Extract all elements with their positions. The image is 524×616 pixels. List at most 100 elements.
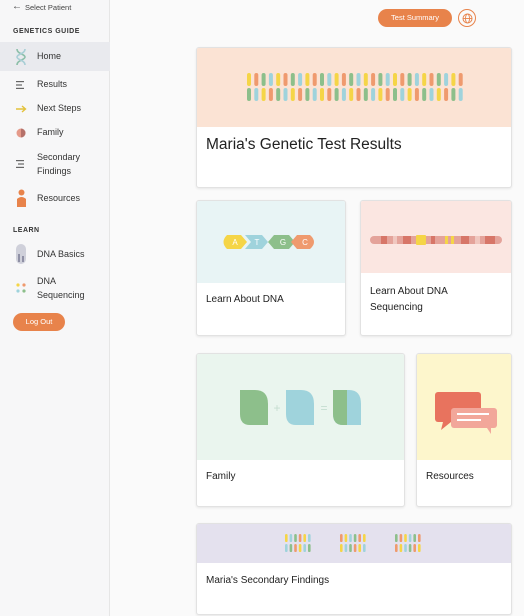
finding-bar (408, 544, 412, 552)
dna-bar (407, 73, 412, 86)
svg-text:=: = (320, 401, 327, 415)
dna-bar (247, 88, 251, 101)
finding-bar (349, 534, 352, 542)
learn-about-dna-sequencing-card[interactable]: Learn About DNA Sequencing (360, 200, 512, 336)
dna-bar (385, 88, 390, 101)
base-label-c: C (302, 238, 308, 247)
dna-bar (305, 73, 310, 86)
chromosome-icon (9, 244, 33, 264)
dna-bar (283, 88, 288, 101)
dna-bar (320, 73, 324, 86)
finding-bar (353, 544, 357, 552)
finding-bar (395, 534, 398, 542)
dna-bar (268, 88, 273, 101)
sidebar-item-family[interactable]: Family (0, 124, 110, 141)
finding-bar (363, 534, 366, 542)
base-label-t: T (255, 238, 260, 247)
dna-bar (436, 88, 441, 101)
dna-bar (429, 73, 434, 86)
dna-bar (458, 88, 463, 101)
dna-bar (458, 73, 463, 86)
finding-bar (298, 544, 302, 552)
sidebar-item-label: DNA Sequencing (37, 275, 85, 300)
sidebar-item-secondary-findings[interactable]: Secondary Findings (0, 150, 110, 178)
dna-bar (276, 88, 281, 101)
dna-bar (276, 73, 281, 86)
dna-bar (400, 73, 405, 86)
card-title: Resources (426, 471, 474, 482)
dna-bar (247, 73, 251, 86)
finding-bar (408, 534, 412, 542)
finding-bar (344, 534, 348, 542)
dna-bar (451, 88, 456, 101)
family-equation-illustration: + = (197, 354, 404, 460)
test-summary-button[interactable]: Test Summary (378, 9, 452, 27)
card-title: Family (206, 471, 236, 482)
resources-card[interactable]: Resources (416, 353, 512, 507)
list-icon (9, 80, 33, 89)
finding-bar (399, 534, 403, 542)
finding-bar (340, 534, 343, 542)
dna-bar (327, 73, 332, 86)
logout-button[interactable]: Log Out (13, 313, 65, 331)
dna-bars-illustration (197, 48, 511, 127)
finding-bar (418, 544, 421, 552)
finding-bar (289, 544, 293, 552)
family-card[interactable]: + = Family (196, 353, 405, 507)
dna-bar (400, 88, 405, 101)
sidebar-item-dna-basics[interactable]: DNA Basics (0, 243, 110, 265)
dna-bar (436, 73, 441, 86)
dna-bar (290, 73, 295, 86)
chromosome-strip-illustration (361, 201, 511, 273)
sidebar-item-home[interactable]: Home (0, 42, 110, 71)
dots-icon (9, 283, 33, 293)
sidebar-item-results[interactable]: Results (0, 76, 110, 93)
dna-bar (349, 73, 354, 86)
dna-bar (363, 88, 368, 101)
finding-bar (344, 544, 348, 552)
sidebar-item-resources[interactable]: Resources (0, 188, 110, 208)
dna-bar (341, 73, 346, 86)
sidebar: ← Select Patient GENETICS GUIDE Home Res… (0, 0, 110, 616)
dna-bar (283, 73, 288, 86)
finding-bar (294, 544, 297, 552)
sidebar-item-label: Family (37, 127, 64, 138)
dna-bar (349, 88, 354, 101)
finding-bar (358, 544, 361, 552)
card-title: Learn About DNA Sequencing (370, 286, 448, 313)
sidebar-item-label: DNA Basics (37, 248, 85, 259)
globe-icon[interactable] (458, 9, 476, 27)
dna-bar (290, 88, 295, 101)
secondary-findings-card[interactable]: Maria's Secondary Findings (196, 523, 512, 615)
sidebar-item-label: Home (37, 51, 62, 62)
dna-helix-icon (9, 48, 33, 66)
dna-bar (422, 88, 427, 101)
genetics-guide-heading: GENETICS GUIDE (13, 28, 80, 35)
finding-bar (294, 534, 297, 542)
dna-bar (378, 88, 383, 101)
dna-bar (305, 88, 310, 101)
sidebar-item-dna-sequencing[interactable]: DNA Sequencing (0, 274, 110, 302)
finding-bar (285, 534, 288, 542)
select-patient-link[interactable]: ← Select Patient (12, 2, 71, 12)
sidebar-item-next-steps[interactable]: Next Steps (0, 100, 110, 117)
sidebar-item-label: Resources (37, 192, 81, 203)
dna-bar (320, 88, 324, 101)
card-title: Maria's Genetic Test Results (206, 136, 402, 153)
finding-bar (289, 534, 293, 542)
dna-bar (371, 88, 376, 101)
arrow-right-icon (9, 104, 33, 113)
finding-bar (395, 544, 398, 552)
dna-bar (334, 73, 339, 86)
finding-bar (413, 534, 416, 542)
finding-bar (340, 544, 343, 552)
learn-about-dna-card[interactable]: A T G C Learn About DNA (196, 200, 346, 336)
finding-bar (404, 534, 407, 542)
dna-bar (268, 73, 273, 86)
card-title: Maria's Secondary Findings (206, 575, 330, 586)
dna-bar (393, 88, 397, 101)
sidebar-item-label: Next Steps (37, 103, 82, 114)
genetic-test-results-card[interactable]: Maria's Genetic Test Results (196, 47, 512, 188)
person-icon (9, 189, 33, 207)
finding-bar (418, 534, 421, 542)
